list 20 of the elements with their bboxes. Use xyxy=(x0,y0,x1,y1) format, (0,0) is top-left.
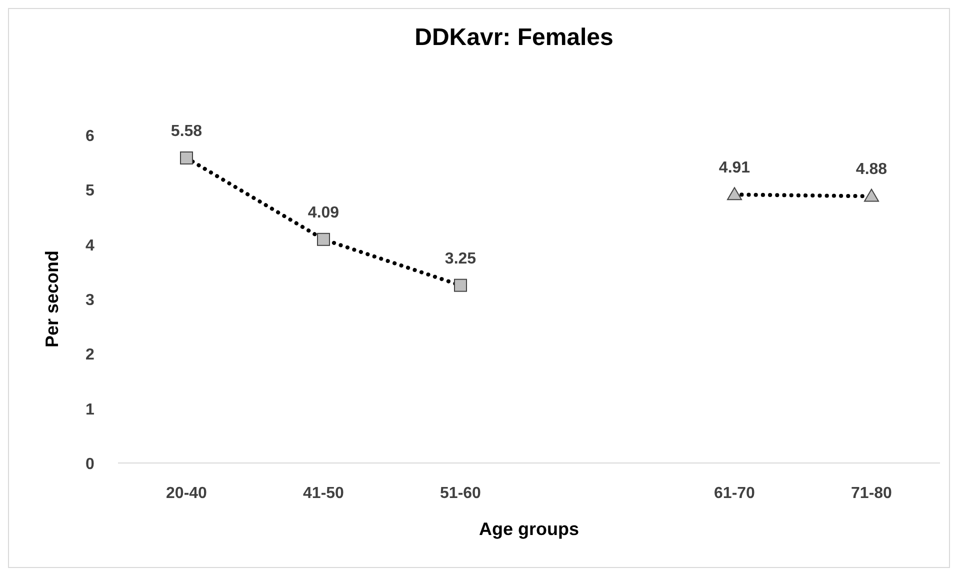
x-tick-label: 20-40 xyxy=(166,485,208,502)
x-tick-label: 51-60 xyxy=(440,485,482,502)
y-tick-label: 0 xyxy=(86,456,95,473)
x-tick-label: 41-50 xyxy=(303,485,344,502)
y-tick-label: 4 xyxy=(86,237,95,254)
y-axis-title: Per second xyxy=(42,250,62,348)
data-label: 4.09 xyxy=(308,204,340,222)
data-label: 4.91 xyxy=(718,160,750,177)
data-label: 4.88 xyxy=(856,161,888,178)
data-label: 3.25 xyxy=(444,250,476,268)
y-tick-label: 6 xyxy=(86,128,95,145)
x-tick-label: 71-80 xyxy=(851,485,892,502)
y-tick-label: 1 xyxy=(86,401,95,418)
x-axis-title: Age groups xyxy=(478,519,580,539)
x-tick-label: 61-70 xyxy=(714,485,756,502)
y-tick-label: 2 xyxy=(86,346,95,364)
chart-title: DDKavr: Females xyxy=(414,24,614,51)
y-tick-label: 5 xyxy=(86,182,95,200)
y-tick-label: 3 xyxy=(86,292,95,309)
data-label: 5.58 xyxy=(170,122,202,140)
